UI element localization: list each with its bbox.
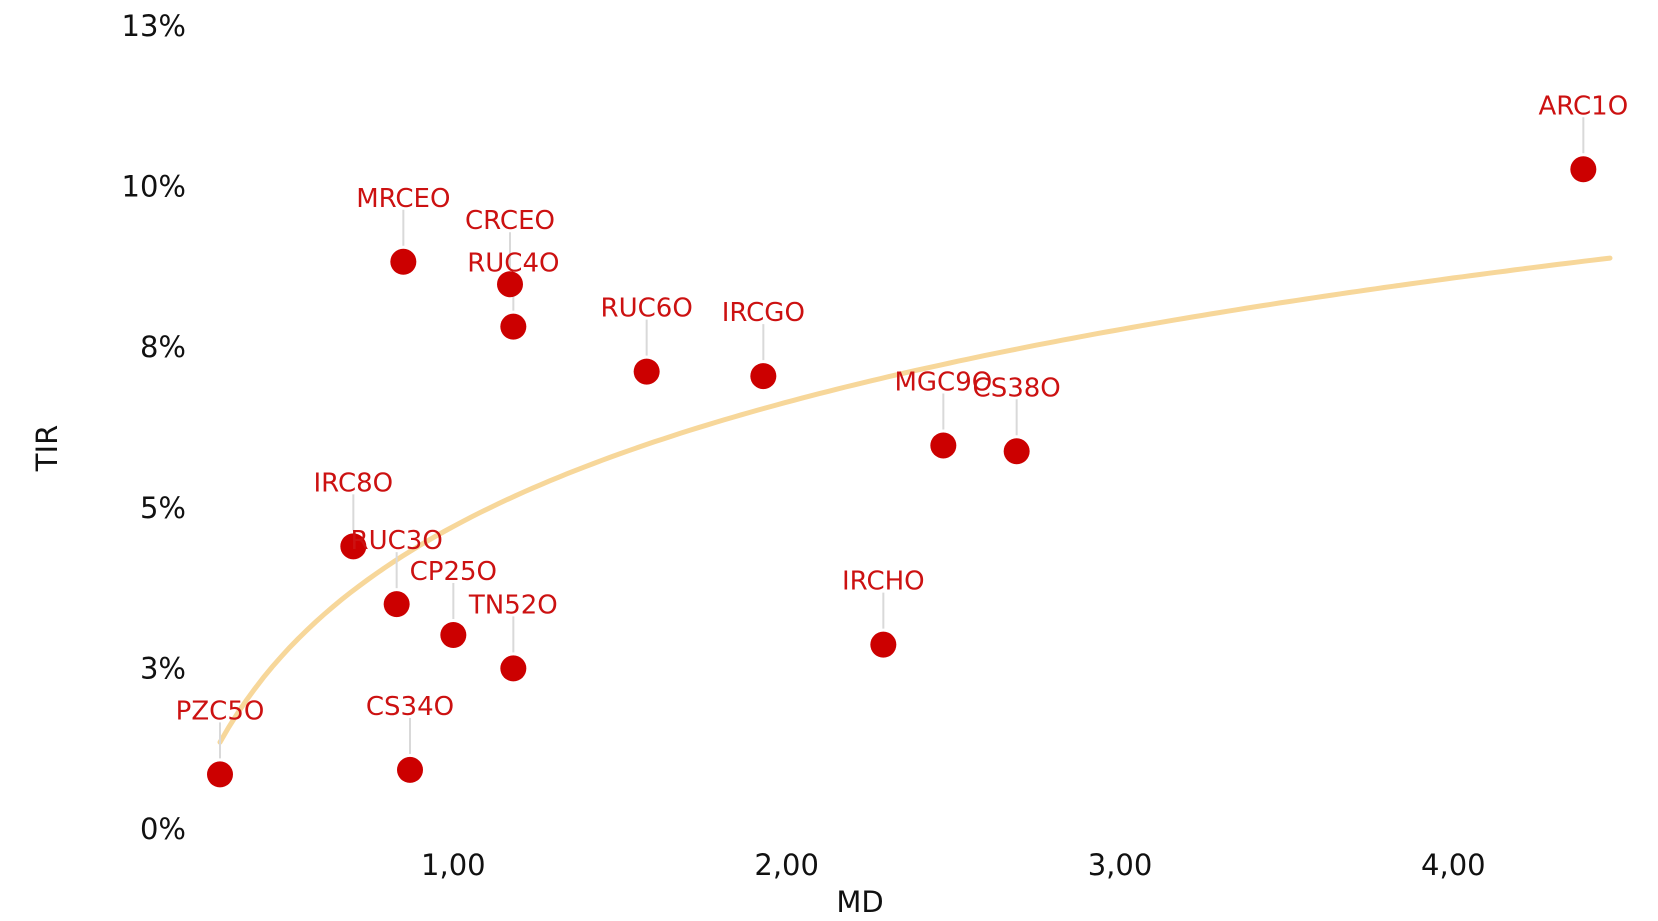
data-point xyxy=(1570,156,1597,183)
data-point xyxy=(397,756,423,783)
y-tick-label: 0% xyxy=(140,812,186,846)
data-point-label: RUC6O xyxy=(601,294,693,324)
y-tick-label: 5% xyxy=(140,491,186,525)
data-point xyxy=(440,621,467,648)
data-point xyxy=(633,358,660,385)
data-point xyxy=(390,248,417,275)
data-point xyxy=(500,655,527,682)
y-tick-label: 13% xyxy=(122,9,186,43)
label-leader-lines xyxy=(219,117,1585,759)
y-axis-title: TIR xyxy=(30,425,64,472)
logarithmic-trendline xyxy=(217,255,1613,745)
data-point-label: CS34O xyxy=(366,692,454,722)
data-point-label: MGC9O xyxy=(894,367,992,397)
y-tick-label: 10% xyxy=(122,170,186,204)
data-point-label: IRC8O xyxy=(314,468,394,498)
data-point xyxy=(500,313,527,340)
data-point xyxy=(383,591,410,618)
data-point xyxy=(1003,438,1030,465)
data-point xyxy=(930,432,957,459)
data-point-label: CS38O xyxy=(973,373,1061,403)
x-tick-label: 4,00 xyxy=(1421,848,1486,882)
y-axis-ticks: 0% 3% 5% 8% 10% 13% xyxy=(122,9,186,846)
x-axis-ticks: 1,00 2,00 3,00 4,00 xyxy=(421,848,1486,882)
data-point xyxy=(207,761,233,788)
data-point xyxy=(750,363,777,390)
data-point-label: ARC1O xyxy=(1538,91,1628,121)
data-point-label: CP25O xyxy=(410,557,497,587)
data-points xyxy=(207,156,1597,788)
data-point-label: IRCHO xyxy=(842,567,925,597)
data-point-label: PZC5O xyxy=(176,696,265,726)
y-tick-label: 8% xyxy=(140,330,186,364)
x-tick-label: 2,00 xyxy=(754,848,819,882)
data-point-label: TN52O xyxy=(468,590,558,620)
data-point xyxy=(340,533,367,560)
data-point-label: RUC4O xyxy=(467,249,559,279)
data-point xyxy=(497,271,523,298)
data-point-label: CRCEO xyxy=(465,206,555,236)
data-point xyxy=(870,631,897,658)
x-axis-title: MD xyxy=(836,885,883,919)
x-tick-label: 1,00 xyxy=(421,848,486,882)
data-point-labels: PZC5O IRC8O RUC3O CS34O MRCEO CP25O CRCEO RUC4O… xyxy=(176,91,1629,726)
data-point-label: MRCEO xyxy=(356,184,450,214)
data-point-label: IRCGO xyxy=(722,298,805,328)
x-tick-label: 3,00 xyxy=(1088,848,1153,882)
y-tick-label: 3% xyxy=(140,651,186,685)
data-point-label: RUC3O xyxy=(351,526,443,556)
